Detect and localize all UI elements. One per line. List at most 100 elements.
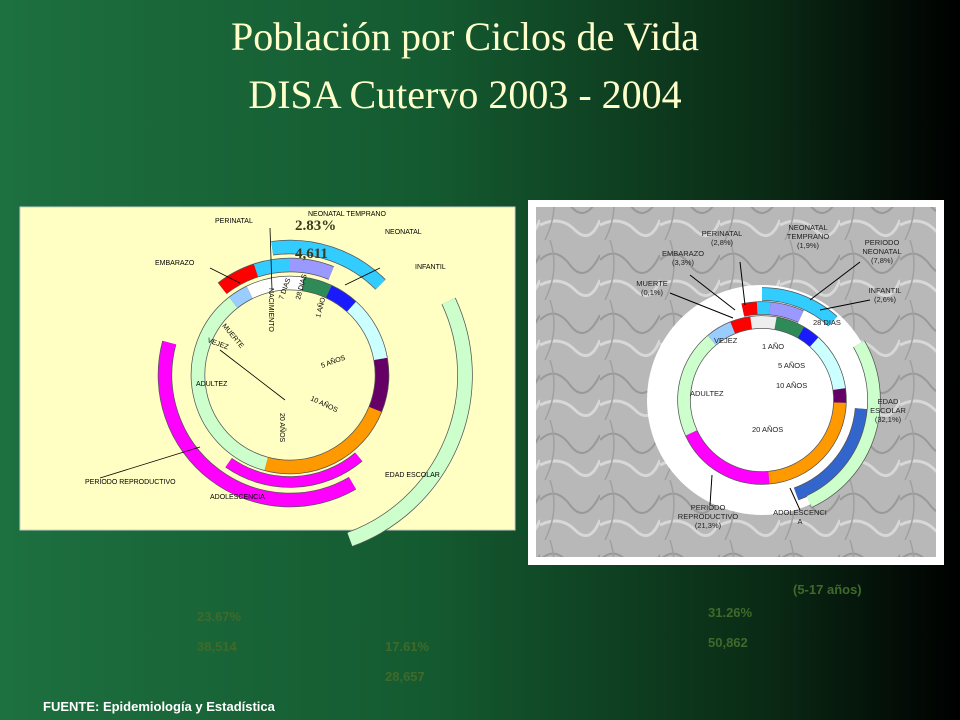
diagram-label: 20 AÑOS [752, 425, 783, 434]
ring-segment [761, 288, 837, 326]
diagram-label: PERIODO NEONATAL (7,8%) [862, 238, 901, 265]
diagram-label: PERIODO REPRODUCTIVO [85, 479, 176, 486]
label-line: (2,6%) [874, 295, 897, 304]
overlay-figure: 31.26% [708, 605, 753, 620]
ring-segment [810, 337, 846, 391]
label-line: (3,3%) [672, 258, 695, 267]
label-line: (2,8%) [711, 238, 734, 247]
leader-line [739, 261, 746, 306]
label-line: ESCOLAR [870, 406, 906, 415]
overlay-figure: 4,611 [295, 246, 328, 262]
footer: FUENTE: Epidemiología y Estadística [43, 699, 276, 714]
leader-line [209, 267, 241, 284]
label-line: VEJEZ [714, 336, 738, 345]
diagram-label: INFANTIL (2,6%) [869, 286, 902, 304]
diagram-label: ADULTEZ [690, 389, 724, 398]
leader-line [669, 292, 734, 319]
label-line: TEMPRANO [787, 232, 830, 241]
diagram-label: NACIMIENTO [267, 288, 274, 332]
label-line: NEONATAL [788, 223, 827, 232]
ring-segment [218, 264, 259, 294]
diagram-label: VEJEZ [714, 336, 738, 345]
labels: NEONATAL TEMPRANO PERINATAL NEONATAL EMBARA… [85, 211, 906, 684]
overlay-figure: (5-17 años) [793, 582, 862, 597]
diagram-label: PERINATAL (2,8%) [702, 229, 743, 247]
label-line: ADOLESCENCI [773, 508, 827, 517]
label-line: 10 AÑOS [776, 381, 807, 390]
ring-segment [769, 302, 804, 323]
diagram-label: MUERTE (0,1%) [636, 279, 668, 297]
ring-segment [768, 402, 846, 484]
overlay-figure: 23.67% [197, 609, 242, 624]
diagram-label: PERIODO REPRODUCTIVO (21,3%) [678, 503, 739, 530]
ring-segment [347, 298, 472, 547]
ring-segment [369, 357, 389, 412]
leader-line [789, 487, 801, 511]
diagram-label: EMBARAZO (3,3%) [662, 249, 704, 267]
ring-segment [797, 327, 819, 347]
ring-segment [750, 316, 777, 330]
ring-segment [678, 335, 716, 436]
ring-segment [806, 341, 880, 507]
label-line: (7,8%) [871, 256, 894, 265]
ring-segment [741, 302, 758, 316]
label-line: 5 AÑOS [778, 361, 805, 370]
overlay-figure: 2.83% [295, 218, 336, 234]
ring-segment [271, 240, 386, 290]
label-line: PERINATAL [702, 229, 743, 238]
ring-segment [347, 301, 388, 361]
ring-segment [229, 286, 253, 308]
diagram-label: PERINATAL [215, 218, 253, 225]
diagram-label: NEONATAL [385, 229, 422, 236]
overlay-figure: 50,862 [708, 635, 748, 650]
leader-line [809, 261, 861, 301]
diagram-label: 1 AÑO [762, 342, 784, 351]
diagram-label: 20 AÑOS [278, 413, 287, 443]
label-line: (1,9%) [797, 241, 820, 250]
diagram-label: INFANTIL [415, 264, 446, 271]
label-line: PERIODO [865, 238, 900, 247]
label-line: A [797, 517, 802, 526]
leader-line [819, 299, 871, 311]
diagram-label: NEONATAL TEMPRANO (1,9%) [787, 223, 830, 250]
label-line: EDAD [878, 397, 899, 406]
diagram-label: 5 AÑOS [778, 361, 805, 370]
diagram-label: 10 AÑOS [776, 381, 807, 390]
label-line: (32,1%) [875, 415, 902, 424]
label-line: ADULTEZ [690, 389, 724, 398]
label-line: REPRODUCTIVO [678, 512, 739, 521]
leader-line [99, 446, 201, 479]
label-line: NEONATAL [862, 247, 901, 256]
diagram-label: EDAD ESCOLAR [385, 472, 440, 479]
ring-segment [833, 388, 846, 403]
label-line: EMBARAZO [662, 249, 704, 258]
ring-segment [325, 285, 356, 312]
overlay-figure: 38,514 [197, 639, 238, 654]
leader-line [219, 349, 286, 401]
ring-segment [301, 277, 332, 298]
diagram-label: EMBARAZO [155, 260, 195, 267]
ring-segment [264, 406, 382, 474]
ring-segment [730, 316, 753, 334]
ring-segment [225, 453, 362, 487]
ring-segment [708, 322, 736, 345]
overlay-figure: 17.61% [385, 639, 430, 654]
ring-segment [794, 408, 868, 500]
label-line: 20 AÑOS [752, 425, 783, 434]
ring-segment [158, 340, 356, 507]
diagram-label: ADULTEZ [196, 381, 228, 388]
leader-line [344, 267, 381, 286]
overlay-figure: 28,657 [385, 669, 425, 684]
label-line: 1 AÑO [762, 342, 784, 351]
ring-segment [774, 317, 804, 338]
ring-segment [191, 297, 268, 471]
ring-segment [246, 276, 304, 299]
rings [99, 227, 881, 547]
title-line: Población por Ciclos de Vida [231, 14, 699, 59]
ring-segment [289, 258, 334, 280]
ring-segment [254, 258, 291, 277]
ring-segment [685, 430, 770, 484]
label-line: INFANTIL [869, 286, 902, 295]
